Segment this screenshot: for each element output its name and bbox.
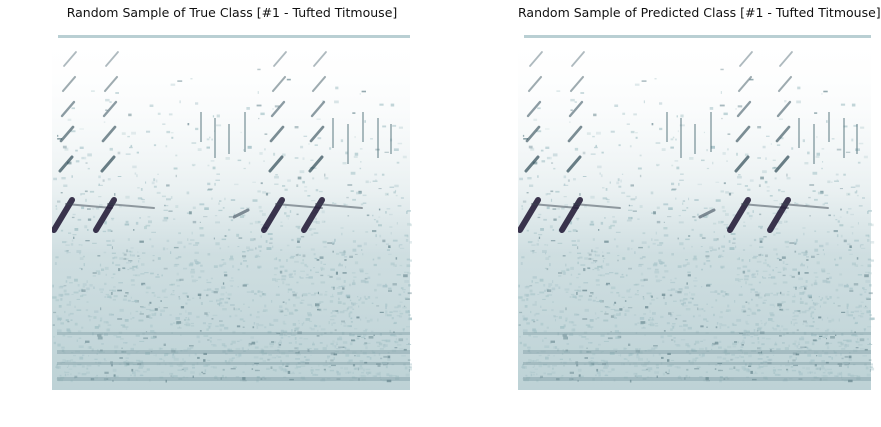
predicted-class-spectrogram xyxy=(518,32,875,390)
predicted-class-title: Random Sample of Predicted Class [#1 - T… xyxy=(518,5,881,20)
predicted-class-panel: Random Sample of Predicted Class [#1 - T… xyxy=(518,0,881,427)
spectrogram-low-frequency-streaks xyxy=(523,332,871,381)
spectrogram-top-band xyxy=(524,35,871,38)
spectrogram-vertical-clicks xyxy=(200,112,392,164)
spectrogram-noise xyxy=(518,68,875,383)
spectrogram-low-frequency-streaks xyxy=(57,332,410,381)
bird-call-strokes xyxy=(518,51,829,233)
bird-call-strokes xyxy=(52,51,363,233)
spectrogram-top-band xyxy=(58,35,410,38)
true-class-spectrogram xyxy=(52,32,412,390)
spectrogram-vertical-clicks xyxy=(666,112,858,164)
spectrogram-noise xyxy=(52,68,412,383)
true-class-panel: Random Sample of True Class [#1 - Tufted… xyxy=(52,0,412,427)
spectrogram-background xyxy=(52,32,410,390)
true-class-title: Random Sample of True Class [#1 - Tufted… xyxy=(66,5,398,20)
